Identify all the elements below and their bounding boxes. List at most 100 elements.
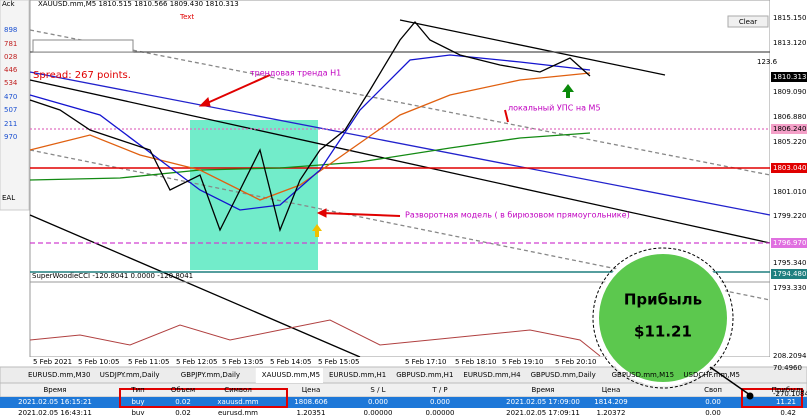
price-label: 1799.220 [773, 212, 806, 220]
color-toolbar[interactable] [32, 39, 134, 53]
cell: buy [131, 398, 144, 406]
highlight [119, 388, 288, 408]
indicator-scale: 208.2094 [773, 352, 807, 360]
quote: 534 [4, 79, 18, 87]
cell: 0.00000 [364, 409, 393, 415]
time-label: 5 Feb 2021 [33, 358, 72, 366]
clear-button[interactable] [727, 15, 769, 28]
arrows [198, 74, 509, 218]
price-label: 1805.220 [773, 138, 806, 146]
cell: 0.00 [705, 409, 721, 415]
cell: 1808.606 [294, 398, 328, 406]
indicator-line [29, 319, 601, 357]
text-object: Text [179, 13, 194, 21]
price-label: 1794.480 [773, 270, 806, 278]
annotation: локальный УПС на M5 [508, 104, 601, 113]
time-label: 5 Feb 18:10 [455, 358, 496, 366]
quote: 211 [4, 120, 17, 128]
time-label: 5 Feb 17:10 [405, 358, 446, 366]
cell: 1.20351 [297, 409, 326, 415]
active-tab [255, 368, 323, 383]
price-label: 1793.330 [773, 284, 806, 292]
price-label: 1806.240 [773, 125, 806, 133]
column-header: Время [43, 386, 66, 394]
time-axis [0, 357, 807, 367]
tab[interactable]: GBPUSD.mm,Daily [531, 371, 596, 379]
price-tag [771, 72, 807, 82]
tab[interactable]: EURUSD.mm,H4 [463, 371, 521, 379]
fib-label: 123.6 [757, 58, 778, 66]
cell: 0.42 [780, 409, 796, 415]
up-arrow [562, 84, 574, 98]
price-label: 1796.970 [773, 239, 806, 247]
cell: 2021.02.05 17:09:00 [506, 398, 580, 406]
price-label: 1801.010 [773, 188, 806, 196]
selected-row[interactable] [0, 397, 807, 408]
panel-item: EAL [2, 194, 15, 202]
quote: 898 [4, 26, 17, 34]
cell: 2021.02.05 16:15:21 [18, 398, 92, 406]
annotation: трендовая тренда H1 [250, 69, 341, 78]
indicator-scale: -270.1084 [773, 390, 807, 398]
price-tag [771, 124, 807, 134]
indicator-scale: 70.4960 [773, 364, 802, 372]
cell: 11.21 [776, 398, 796, 406]
price-tag [771, 269, 807, 279]
tab[interactable]: EURUSD.mm,H1 [329, 371, 386, 379]
up-arrow [312, 224, 322, 237]
price-label: 1803.040 [773, 164, 806, 172]
badge-value: $11.21 [634, 323, 692, 341]
cell: eurusd.mm [218, 409, 258, 415]
tab[interactable]: XAUUSD.mm,M5 [262, 371, 320, 379]
tab[interactable]: EURUSD.mm,M30 [28, 371, 90, 379]
panel-title: Ack [2, 0, 16, 8]
trend-lines [29, 19, 771, 358]
column-header: Своп [704, 386, 722, 394]
price-label: 1815.150 [773, 14, 806, 22]
price-axis [770, 0, 807, 357]
price-label: 1813.120 [773, 39, 806, 47]
cell: 2021.02.05 16:43:11 [18, 409, 92, 415]
tab[interactable]: USDCHF.mm,M5 [683, 371, 740, 379]
time-label: 5 Feb 11:05 [128, 358, 169, 366]
column-header: Тип [130, 386, 144, 394]
quote: 028 [4, 53, 17, 61]
price-tag [771, 238, 807, 248]
column-header: Цена [602, 386, 621, 394]
time-label: 5 Feb 13:05 [222, 358, 263, 366]
price-label: 1795.340 [773, 259, 806, 267]
column-header: Прибыль [772, 386, 805, 394]
column-header: Символ [224, 386, 252, 394]
badge [595, 250, 731, 386]
annotation: Разворотная модель ( в бирюзовом прямоуг… [405, 211, 630, 220]
badge-ring [592, 247, 734, 389]
time-label: 5 Feb 19:10 [502, 358, 543, 366]
quote: 507 [4, 106, 17, 114]
chart-header: XAUUSD.mm,M5 1810.515 1810.566 1809.430 … [38, 0, 239, 8]
column-header: Объем [171, 386, 195, 394]
quote: 781 [4, 40, 17, 48]
indicator-label: SuperWoodieCCI -120.8041 0.0000 -120.804… [32, 272, 193, 280]
cell: xauusd.mm [217, 398, 258, 406]
tab[interactable]: GBPJPY.mm,Daily [181, 371, 240, 379]
clear-label[interactable]: Clear [739, 18, 757, 26]
tab[interactable]: GBPUSD.mm,H1 [396, 371, 453, 379]
cell: 0.00 [705, 398, 721, 406]
tab[interactable]: GBPUSD.mm,M15 [612, 371, 674, 379]
column-header: Цена [302, 386, 321, 394]
column-header: S / L [370, 386, 385, 394]
badge-title: Прибыль [624, 291, 702, 309]
price-label: 1809.090 [773, 88, 806, 96]
quote: 970 [4, 133, 17, 141]
price-label: 1810.313 [773, 73, 806, 81]
pointer-dot [746, 392, 754, 400]
price-label: 1806.880 [773, 113, 806, 121]
market-watch [0, 0, 30, 211]
cell: 1814.209 [594, 398, 627, 406]
cell: 0.02 [175, 398, 191, 406]
spread: Spread: 267 points. [33, 70, 131, 81]
tab[interactable]: USDJPY.mm,Daily [100, 371, 160, 379]
highlight [741, 388, 803, 408]
column-header: Время [531, 386, 554, 394]
